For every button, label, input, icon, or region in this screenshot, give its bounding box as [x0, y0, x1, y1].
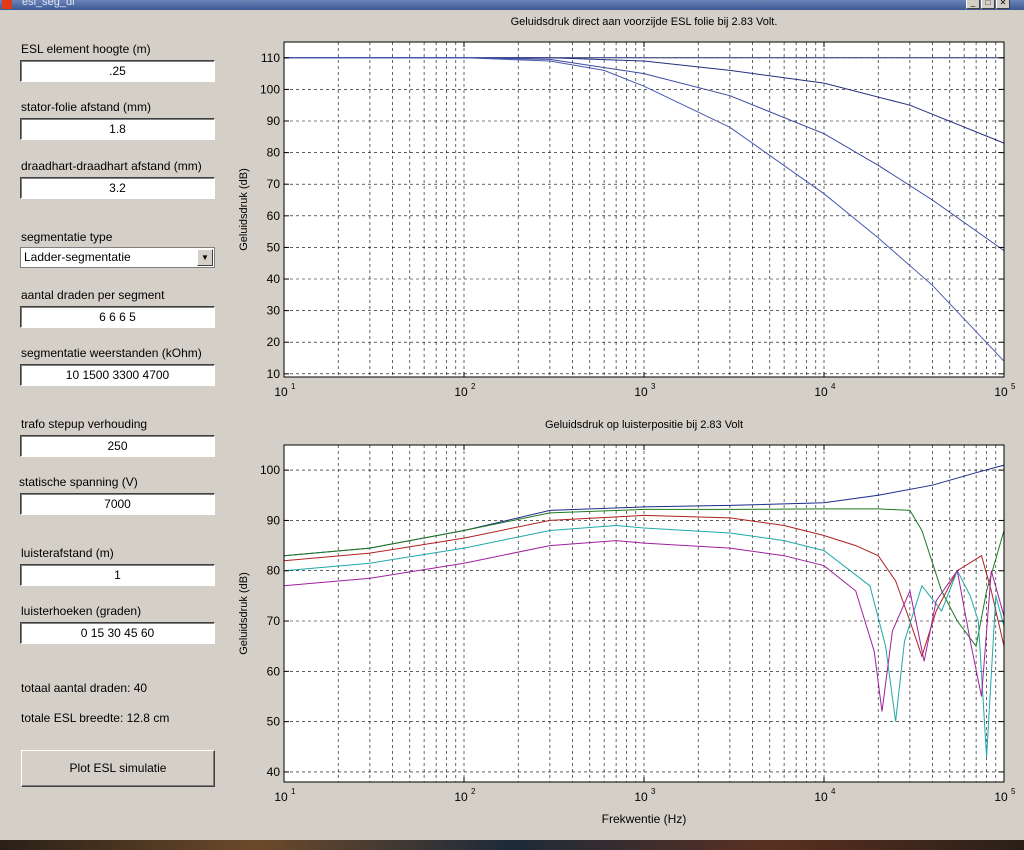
label-segment-resistors: segmentatie weerstanden (kOhm) [21, 346, 202, 360]
label-wire-spacing: draadhart-draadhart afstand (mm) [21, 159, 202, 173]
y-tick-label: 30 [267, 304, 281, 318]
total-width-text: totale ESL breedte: 12.8 cm [21, 711, 170, 725]
y-tick-label: 50 [267, 715, 281, 729]
series-line-3 [283, 524, 1005, 757]
y-tick-label: 50 [267, 240, 281, 254]
total-wires-text: totaal aantal draden: 40 [21, 681, 148, 695]
x-tick-label: 10 [814, 790, 828, 804]
x-tick-exponent: 5 [1011, 382, 1016, 391]
chart-direct-pressure: 10 1 10 2 10 3 10 4 10 5102030405060708090100110G… [238, 16, 1016, 399]
maximize-icon[interactable]: □ [981, 0, 995, 9]
grid [284, 42, 1004, 377]
series-line-3 [284, 57, 1005, 362]
x-axis-label: Frekwentie (Hz) [602, 812, 687, 826]
x-tick-exponent: 3 [651, 787, 656, 796]
wire-spacing-field[interactable]: 3.2 [20, 177, 215, 199]
y-tick-label: 70 [267, 177, 281, 191]
y-axis-label: Geluidsdruk (dB) [238, 572, 250, 655]
segmentation-type-select[interactable]: Ladder-segmentatie ▼ [20, 247, 215, 268]
label-wires-per-segment: aantal draden per segment [21, 288, 165, 302]
x-tick-exponent: 4 [831, 787, 836, 796]
label-trafo-ratio: trafo stepup verhouding [21, 417, 148, 431]
y-tick-label: 70 [267, 614, 281, 628]
label-element-height: ESL element hoogte (m) [21, 42, 151, 56]
series-line-4 [283, 540, 1005, 712]
y-tick-label: 90 [267, 513, 281, 527]
listen-distance-field[interactable]: 1 [20, 564, 215, 586]
x-tick-label: 10 [814, 385, 828, 399]
title-bar: esl_seg_dl _ □ ✕ [0, 0, 1024, 10]
window-title: esl_seg_dl [22, 0, 75, 8]
x-tick-label: 10 [454, 790, 468, 804]
label-stator-distance: stator-folie afstand (mm) [21, 100, 152, 114]
y-tick-label: 40 [267, 272, 281, 286]
x-tick-exponent: 2 [471, 787, 476, 796]
trafo-ratio-field[interactable]: 250 [20, 435, 215, 457]
close-icon[interactable]: ✕ [996, 0, 1010, 9]
segment-resistors-field[interactable]: 10 1500 3300 4700 [20, 364, 215, 386]
x-tick-label: 10 [994, 790, 1008, 804]
y-tick-label: 90 [267, 114, 281, 128]
y-tick-label: 100 [260, 463, 280, 477]
wires-per-segment-field[interactable]: 6 6 6 5 [20, 306, 215, 328]
series-line-2 [284, 57, 1005, 252]
x-tick-exponent: 5 [1011, 787, 1016, 796]
static-voltage-field[interactable]: 7000 [20, 493, 215, 515]
chart-title: Geluidsdruk direct aan voorzijde ESL fol… [511, 16, 778, 28]
chevron-down-icon[interactable]: ▼ [197, 249, 213, 266]
matlab-icon [2, 0, 12, 9]
x-tick-label: 10 [274, 790, 288, 804]
y-tick-label: 80 [267, 146, 281, 160]
x-tick-label: 10 [994, 385, 1008, 399]
label-static-voltage: statische spanning (V) [19, 475, 138, 489]
x-tick-label: 10 [454, 385, 468, 399]
stator-distance-field[interactable]: 1.8 [20, 118, 215, 140]
chart-title: Geluidsdruk op luisterpositie bij 2.83 V… [545, 419, 743, 431]
x-tick-label: 10 [634, 385, 648, 399]
x-tick-label: 10 [634, 790, 648, 804]
listen-angles-field[interactable]: 0 15 30 45 60 [20, 622, 215, 644]
desktop-background [0, 840, 1024, 850]
label-listen-distance: luisterafstand (m) [21, 546, 114, 560]
grid [284, 445, 1004, 782]
x-tick-label: 10 [274, 385, 288, 399]
y-tick-label: 20 [267, 335, 281, 349]
y-axis-label: Geluidsdruk (dB) [238, 168, 250, 251]
minimize-icon[interactable]: _ [966, 0, 980, 9]
x-tick-exponent: 3 [651, 382, 656, 391]
x-tick-exponent: 1 [291, 382, 296, 391]
y-tick-label: 10 [267, 367, 281, 381]
segmentation-type-value: Ladder-segmentatie [24, 250, 131, 264]
y-tick-label: 80 [267, 564, 281, 578]
y-tick-label: 60 [267, 209, 281, 223]
label-listen-angles: luisterhoeken (graden) [21, 604, 142, 618]
y-tick-label: 60 [267, 664, 281, 678]
y-tick-label: 100 [260, 82, 280, 96]
element-height-field[interactable]: .25 [20, 60, 215, 82]
series-line-2 [283, 514, 1005, 658]
x-tick-exponent: 2 [471, 382, 476, 391]
chart-listening-position: 10 1 10 2 10 3 10 4 10 5405060708090100Geluidsdru… [238, 419, 1016, 826]
label-segmentation-type: segmentatie type [21, 230, 113, 244]
x-tick-exponent: 4 [831, 382, 836, 391]
y-tick-label: 40 [267, 765, 281, 779]
x-tick-exponent: 1 [291, 787, 296, 796]
plot-simulation-button[interactable]: Plot ESL simulatie [21, 750, 215, 787]
y-tick-label: 110 [261, 51, 280, 65]
